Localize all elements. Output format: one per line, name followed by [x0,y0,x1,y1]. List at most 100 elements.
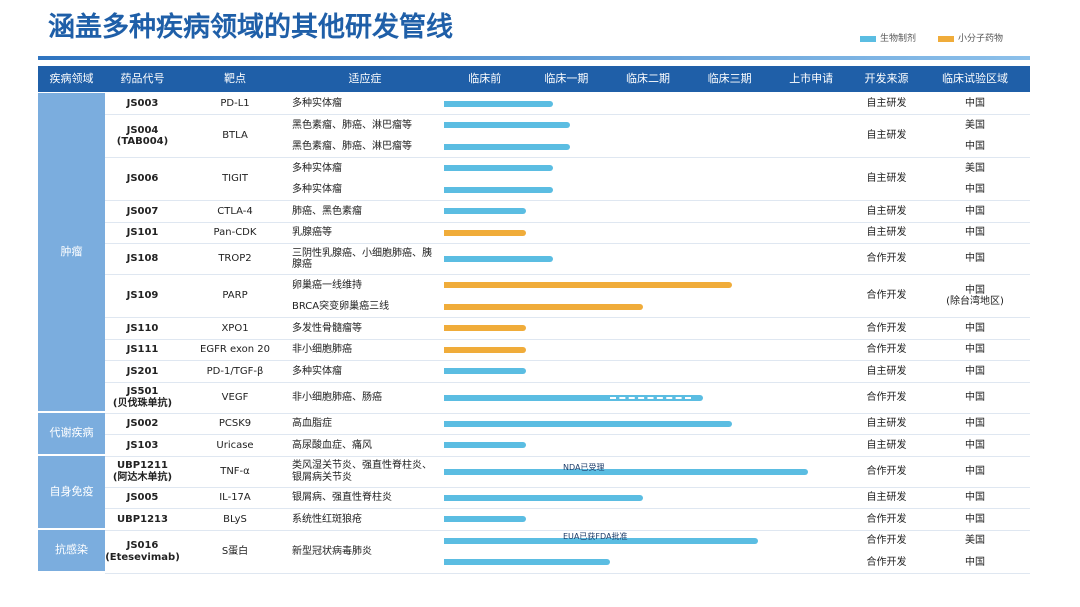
indication: 非小细胞肺癌 [292,344,352,355]
region: 中国 [965,205,985,217]
target: XPO1 [221,322,249,334]
indication: 高尿酸血症、痛风 [292,439,372,451]
region: 中国 [965,513,985,525]
pipeline-bar [444,537,759,544]
pipeline-bar [444,208,526,215]
source: 自主研发 [866,130,907,142]
region: 中国 [965,465,985,477]
pipeline-note: EUA已获FDA批准 [563,531,628,541]
row-separator [105,200,1030,201]
pipeline-bar [444,325,526,332]
drug-code: JS002 [126,418,159,429]
source: 合作开发 [866,513,907,525]
row-separator [105,486,1030,488]
region: 中国 [965,98,985,109]
row-separator [105,360,1030,361]
row-separator [105,412,1030,414]
indication: 黑色素瘤、肺癌、淋巴瘤等 [292,141,412,152]
source: 自主研发 [866,98,907,109]
row-separator [105,274,1030,275]
drug-code: JS111 [126,344,159,355]
target: TIGIT [222,173,248,185]
indication: 卵巢癌一线维持 [292,279,362,291]
region: 中国 (除台湾地区) [946,284,1004,308]
indication: 非小细胞肺癌、肠癌 [292,391,382,403]
indication: 类风湿关节炎、强直性脊柱炎、银屑病关节炎 [292,460,432,483]
pipeline-bar [444,256,554,262]
column-header: 临床三期 [707,71,752,85]
row-separator [105,221,1030,223]
target: Uricase [216,439,254,451]
pipeline-bar [444,394,703,401]
target: PD-L1 [220,98,250,109]
target: TROP2 [218,253,252,265]
indication: 银屑病、强直性脊柱炎 [292,492,392,503]
source: 合作开发 [866,322,907,334]
pipeline-bar [444,559,610,566]
source: 自主研发 [866,205,907,217]
region: 中国 [965,253,985,265]
region: 中国 [965,492,985,503]
disease-area: 肿瘤 [38,93,105,413]
source: 合作开发 [866,344,907,355]
source: 合作开发 [866,556,907,568]
disease-area: 抗感染 [38,530,105,573]
drug-code: JS007 [126,205,159,217]
source: 自主研发 [866,227,907,238]
dashed-segment [609,396,691,399]
column-header: 药品代号 [120,71,165,85]
region: 中国 [965,141,985,152]
drug-code: JS004 (TAB004) [116,124,169,148]
drug-code: JS109 [126,290,159,302]
row-separator [105,157,1030,158]
region: 中国 [965,439,985,451]
row-separator [105,572,1030,574]
header-band [38,66,1030,92]
source: 合作开发 [866,253,907,265]
indication: 多种实体瘤 [292,162,342,174]
region: 中国 [965,184,985,195]
target: BTLA [222,130,248,142]
drug-code: JS005 [126,492,159,503]
column-header: 临床前 [468,71,502,85]
column-header: 适应症 [348,71,382,85]
target: IL-17A [219,492,251,503]
row-separator [105,381,1030,383]
legend-swatch [938,36,954,42]
pipeline-bar [444,346,526,353]
drug-code: JS016 (Etesevimab) [105,540,180,563]
drug-code: JS006 [126,173,159,185]
target: TNF-α [220,465,250,477]
target: PARP [222,290,248,302]
source: 自主研发 [866,439,907,451]
source: 自主研发 [866,492,907,503]
row-separator [105,529,1030,531]
target: CTLA-4 [217,205,253,217]
region: 中国 [965,365,985,377]
drug-code: JS101 [126,227,159,238]
pipeline-bar [444,516,526,523]
target: EGFR exon 20 [200,344,270,355]
region: 美国 [965,119,985,131]
region: 中国 [965,227,985,238]
legend-swatch [860,36,876,42]
drug-code: JS201 [126,365,159,377]
drug-code: UBP1213 [117,513,168,525]
pipeline-bar [444,282,733,289]
indication: 多种实体瘤 [292,98,342,109]
region: 美国 [965,162,985,174]
indication: 多种实体瘤 [292,184,342,195]
source: 自主研发 [866,365,907,377]
source: 合作开发 [866,465,907,477]
source: 合作开发 [866,535,907,546]
target: S蛋白 [221,545,249,557]
drug-code: JS103 [126,439,159,451]
source: 合作开发 [866,290,907,302]
row-separator [105,508,1030,509]
region: 中国 [965,391,985,403]
column-header: 临床一期 [544,71,589,85]
region: 中国 [965,344,985,355]
pipeline-note: NDA已受理 [563,462,605,472]
indication: BRCA突变卵巢癌三线 [292,301,390,312]
target: Pan-CDK [213,227,257,238]
